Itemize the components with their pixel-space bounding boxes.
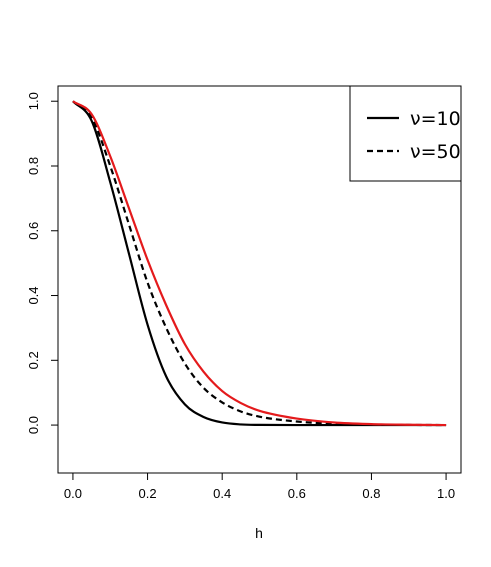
- legend-label-2: ν=50: [410, 141, 461, 163]
- series-line-2: [72, 100, 447, 427]
- legend-label-1: ν=10: [410, 108, 461, 130]
- y-tick-label: 0.2: [26, 351, 41, 369]
- x-tick-label: 1.0: [437, 486, 455, 501]
- y-tick-label: 0.6: [26, 222, 41, 240]
- legend-box: [349, 85, 462, 182]
- y-axis: 0.0 0.2 0.4 0.6 0.8 1.0: [26, 92, 59, 434]
- y-tick-label: 0.8: [26, 157, 41, 175]
- series-line-3: [72, 100, 447, 427]
- series-layer: [72, 100, 447, 427]
- legend: ν=10 ν=50: [349, 85, 462, 182]
- x-tick-label: 0.4: [213, 486, 231, 501]
- x-tick-label: 0.6: [288, 486, 306, 501]
- x-tick-label: 0.2: [139, 486, 157, 501]
- y-tick-label: 1.0: [26, 92, 41, 110]
- y-tick-label: 0.4: [26, 286, 41, 304]
- x-tick-label: 0.0: [64, 486, 82, 501]
- x-axis-title: h: [255, 525, 263, 541]
- x-tick-label: 0.8: [362, 486, 380, 501]
- x-axis: 0.0 0.2 0.4 0.6 0.8 1.0: [64, 472, 455, 501]
- y-tick-label: 0.0: [26, 416, 41, 434]
